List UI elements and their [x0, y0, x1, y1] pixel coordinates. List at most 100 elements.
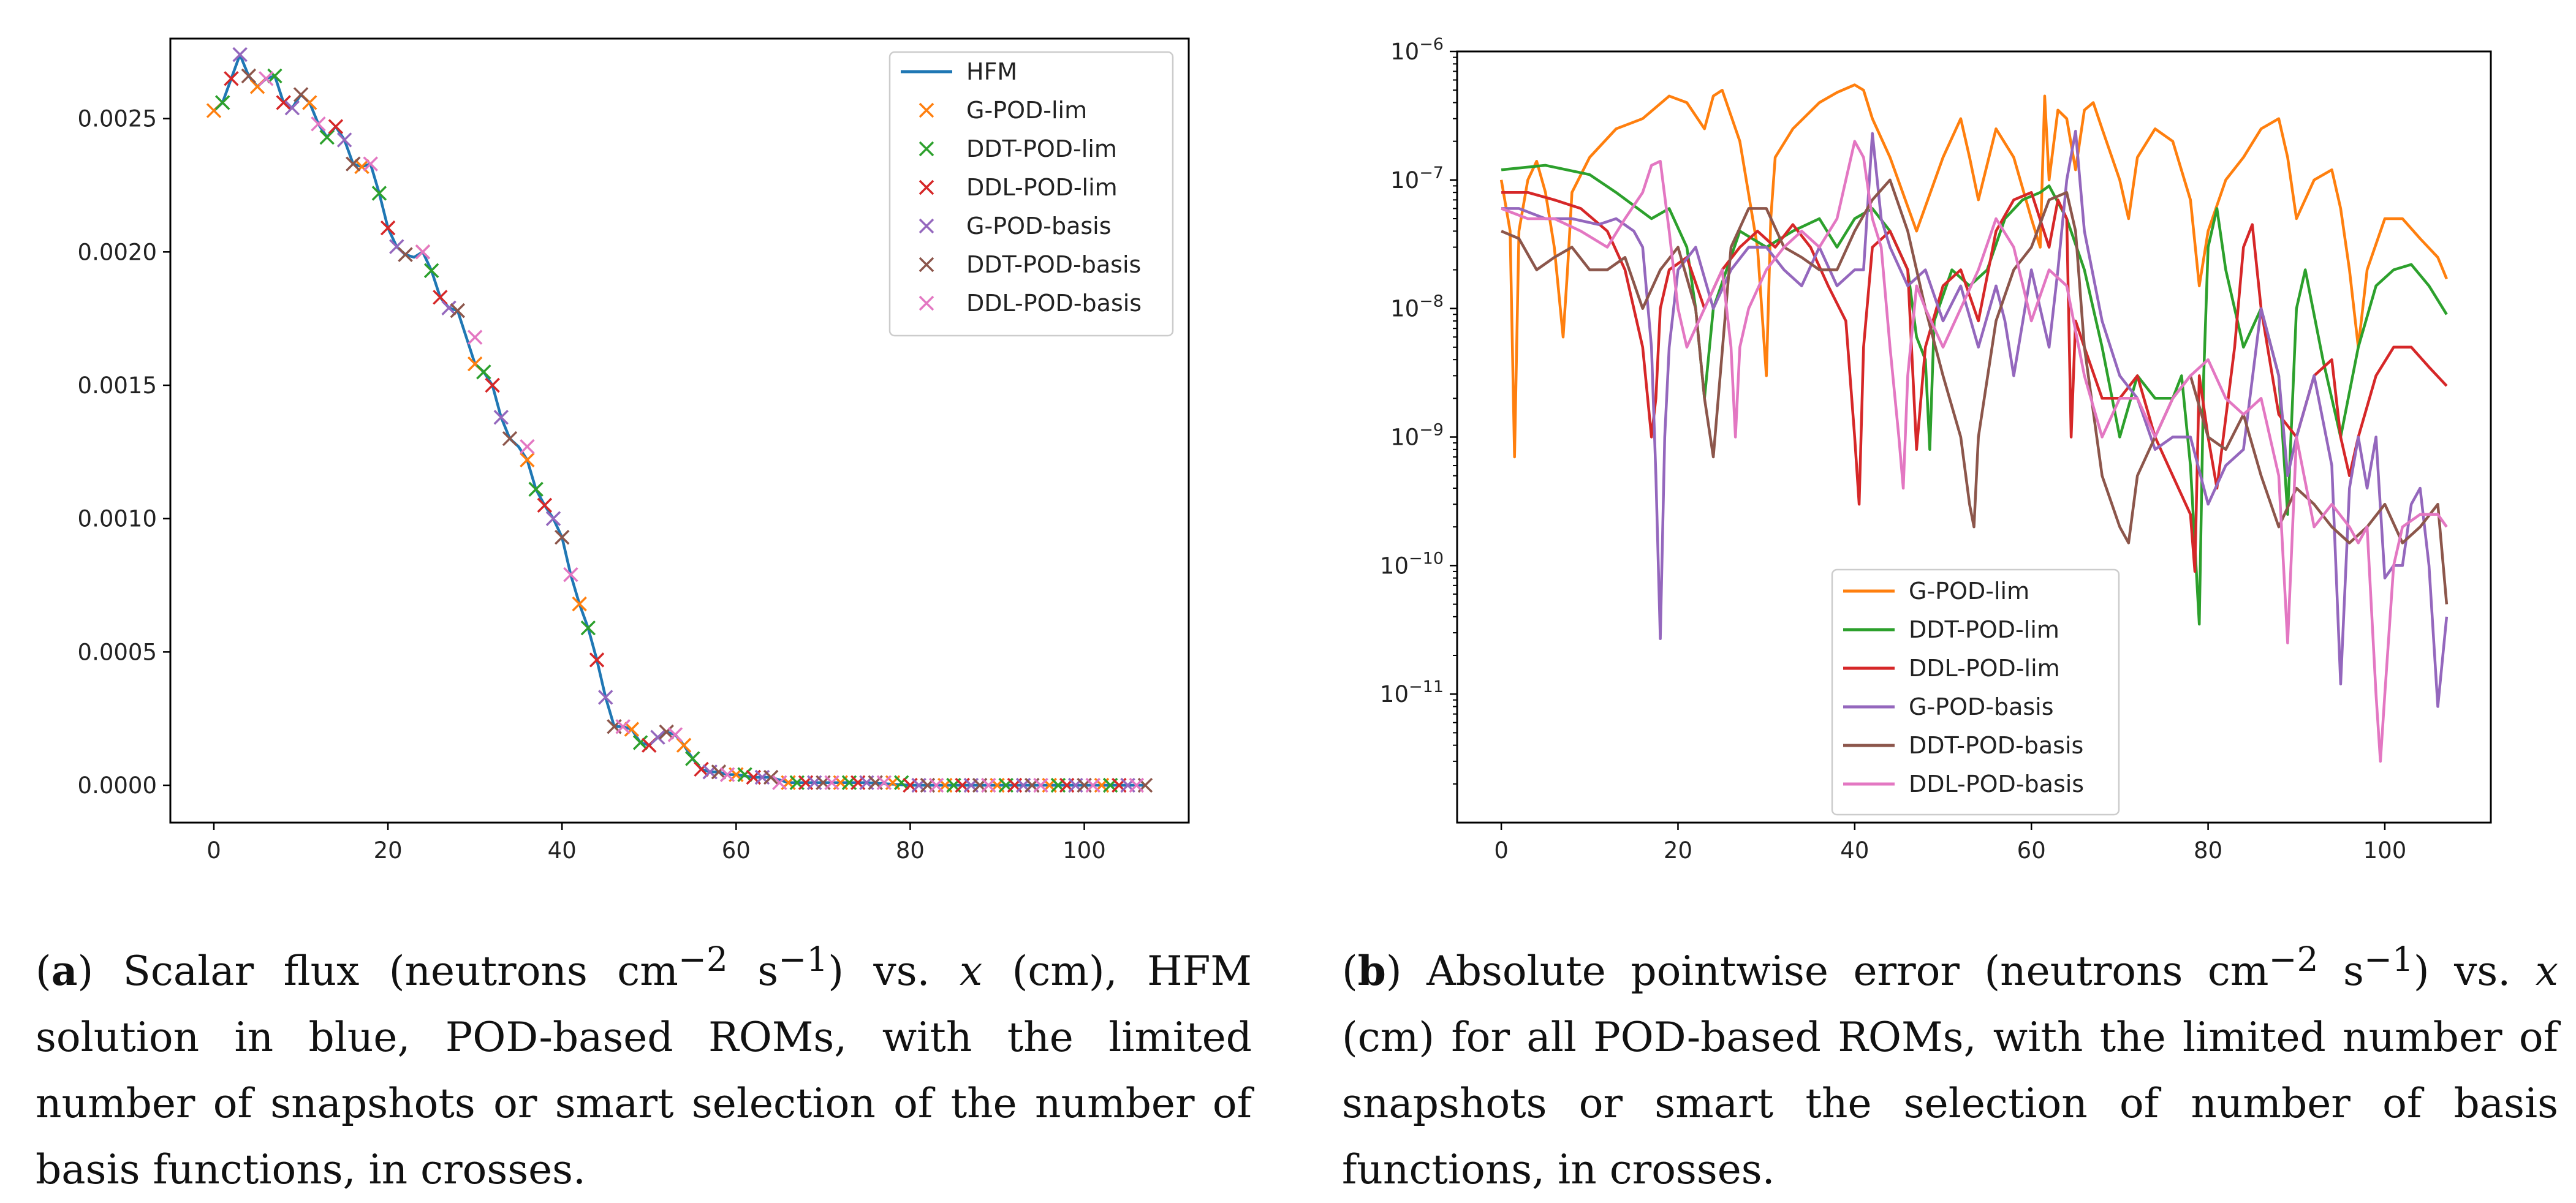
panel-a-point-ddt-pod-basis [659, 724, 674, 740]
panel-a-point-g-pod-basis [650, 730, 665, 745]
panel-a-ytick-label: 0.0025 [78, 106, 157, 132]
panel-a-chart: 0 20 40 60 80 100 0.0000 0.0005 0.0010 0.0015 0.00… [78, 37, 1190, 864]
panel-a-point-ddt-pod-lim [214, 95, 230, 110]
caption-b-text-1: ) Absolute pointwise error (neutrons cm [1385, 948, 2269, 995]
panel-a-point-ddt-pod-lim [267, 68, 282, 84]
panel-b-ytick-label: 10−7 [1390, 164, 1444, 194]
panel-a-point-ddl-pod-basis [415, 244, 431, 260]
panel-a-point-ddl-pod-basis [520, 439, 535, 454]
panel-a-point-ddt-pod-basis [293, 87, 309, 102]
panel-a-legend-marker-icon [919, 141, 934, 157]
panel-a-axes-frame [169, 37, 1190, 824]
panel-b-line-g-pod-basis [1501, 129, 2449, 708]
panel-a-point-ddt-pod-lim [632, 735, 648, 750]
panel-a-point-ddt-pod-lim [371, 186, 387, 201]
panel-a-point-ddl-pod-lim [328, 119, 344, 134]
panel-a-xtick-label: 0 [206, 837, 221, 864]
caption-a-label: a [51, 947, 78, 995]
panel-a-xtick-label: 40 [548, 837, 577, 864]
panel-b-line-ddl-pod-basis [1501, 140, 2448, 763]
panel-a-xtick-label: 100 [1063, 837, 1106, 864]
panel-a-point-ddt-pod-lim [476, 364, 491, 380]
caption-b-exp-2: −1 [2363, 940, 2414, 979]
caption-b-text-4: (cm) for all POD-based ROMs, with the li… [1342, 1014, 2558, 1193]
panel-a-point-ddl-pod-lim [224, 71, 239, 86]
panel-a-point-ddt-pod-lim [580, 620, 596, 636]
panel-a-legend-marker-icon [919, 179, 934, 195]
panel-a-point-ddt-pod-basis [398, 247, 413, 262]
panel-a-legend-marker-icon [919, 257, 934, 273]
panel-b-legend-label: DDL-POD-lim [1909, 655, 2060, 682]
panel-a-point-g-pod-lim [572, 596, 587, 612]
panel-a-legend-label: G-POD-lim [966, 97, 1087, 124]
panel-b-line-ddt-pod-basis [1501, 178, 2449, 605]
panel-a-point-ddt-pod-basis [450, 303, 466, 319]
caption-a-text-2: s [727, 948, 779, 995]
panel-a-ytick-label: 0.0015 [78, 372, 157, 399]
panel-a-point-ddt-pod-lim [528, 481, 544, 497]
panel-b-legend-label: DDT-POD-basis [1909, 732, 2083, 759]
panel-a-point-ddl-pod-lim [537, 497, 553, 513]
panel-a-legend-label: DDT-POD-lim [966, 135, 1117, 162]
panel-a-legend-marker-icon [919, 295, 934, 311]
panel-b-chart: 0 20 40 60 80 100 10−11 10−10 10−9 10−8 10−7 10−6 G… [1380, 35, 2492, 864]
panel-a-point-ddt-pod-basis [502, 431, 518, 447]
panel-b-legend-label: G-POD-basis [1909, 693, 2054, 720]
panel-a-ytick-label: 0.0020 [78, 239, 157, 265]
panel-b-xtick-label: 0 [1494, 837, 1509, 864]
panel-a-point-g-pod-lim [354, 159, 369, 175]
panel-b-line-g-pod-lim [1499, 83, 2448, 459]
panel-a-legend-box [888, 51, 1174, 337]
panel-a-point-g-pod-lim [520, 452, 535, 468]
panel-b-xtick-label: 60 [2017, 837, 2046, 864]
panel-a-point-ddt-pod-basis [763, 769, 779, 785]
caption-a-text-1: ) Scalar flux (neutrons cm [77, 948, 678, 995]
panel-a-point-ddl-pod-basis [1129, 777, 1145, 793]
panel-a-point-g-pod-lim [676, 737, 692, 753]
caption-b-var: x [2535, 948, 2558, 995]
panel-a-point-g-pod-basis [598, 690, 613, 705]
panel-b-ytick-label: 10−10 [1380, 549, 1444, 579]
panel-a-legend: HFM G-POD-lim DDT-POD-lim DDL-POD-lim G-POD-… [888, 51, 1174, 337]
panel-a-point-ddl-pod-basis [876, 775, 892, 790]
panel-b-xtick-label: 40 [1840, 837, 1869, 864]
caption-b: (b) Absolute pointwise error (neutrons c… [1342, 940, 2558, 1193]
panel-a-point-ddl-pod-basis [772, 775, 787, 790]
panel-a-point-g-pod-basis [232, 47, 248, 62]
panel-a-point-ddl-pod-basis [615, 719, 631, 734]
panel-a-point-g-pod-basis [441, 300, 456, 315]
panel-b-ytick-label: 10−6 [1390, 35, 1444, 65]
panel-a-legend-marker-icon [919, 102, 934, 118]
panel-b-legend: G-POD-lim DDT-POD-lim DDL-POD-lim G-POD-bas… [1831, 568, 2120, 816]
panel-a-ytick-label: 0.0010 [78, 506, 157, 532]
panel-b-legend-label: DDT-POD-lim [1909, 616, 2059, 643]
panel-a-point-ddl-pod-basis [824, 775, 839, 790]
panel-a-point-ddl-pod-lim [433, 290, 448, 305]
panel-a-point-ddt-pod-lim [737, 767, 752, 782]
panel-a-point-ddl-pod-lim [276, 95, 291, 110]
panel-a-legend-label: G-POD-basis [966, 213, 1112, 239]
panel-a-point-ddt-pod-lim [319, 129, 335, 145]
panel-a-point-ddt-pod-lim [423, 263, 439, 279]
panel-a-point-ddl-pod-lim [694, 761, 709, 777]
panel-a-point-g-pod-basis [493, 409, 509, 425]
panel-a-point-ddl-pod-basis [719, 767, 735, 782]
panel-a-xtick-label: 80 [896, 837, 925, 864]
caption-b-text-3: ) vs. [2413, 948, 2536, 995]
panel-b-ytick-label: 10−8 [1390, 292, 1444, 322]
panel-a-point-ddt-pod-basis [554, 529, 570, 545]
panel-b-xtick-label: 80 [2194, 837, 2222, 864]
caption-a-exp-2: −1 [778, 940, 828, 979]
caption-b-label: b [1357, 947, 1386, 995]
panel-a-legend-label: DDL-POD-basis [966, 290, 1142, 317]
panel-a-point-ddl-pod-basis [1033, 777, 1048, 793]
panel-a-point-ddl-pod-lim [589, 652, 605, 668]
panel-a-ytick-label: 0.0000 [78, 772, 157, 799]
panel-a-point-ddt-pod-basis [241, 68, 257, 84]
panel-a-xtick-label: 20 [374, 837, 403, 864]
panel-a-legend-marker-icon [919, 218, 934, 234]
panel-a-point-ddl-pod-basis [363, 156, 378, 172]
panel-a-point-g-pod-basis [284, 100, 300, 116]
panel-a-ytick-label: 0.0005 [78, 639, 157, 665]
